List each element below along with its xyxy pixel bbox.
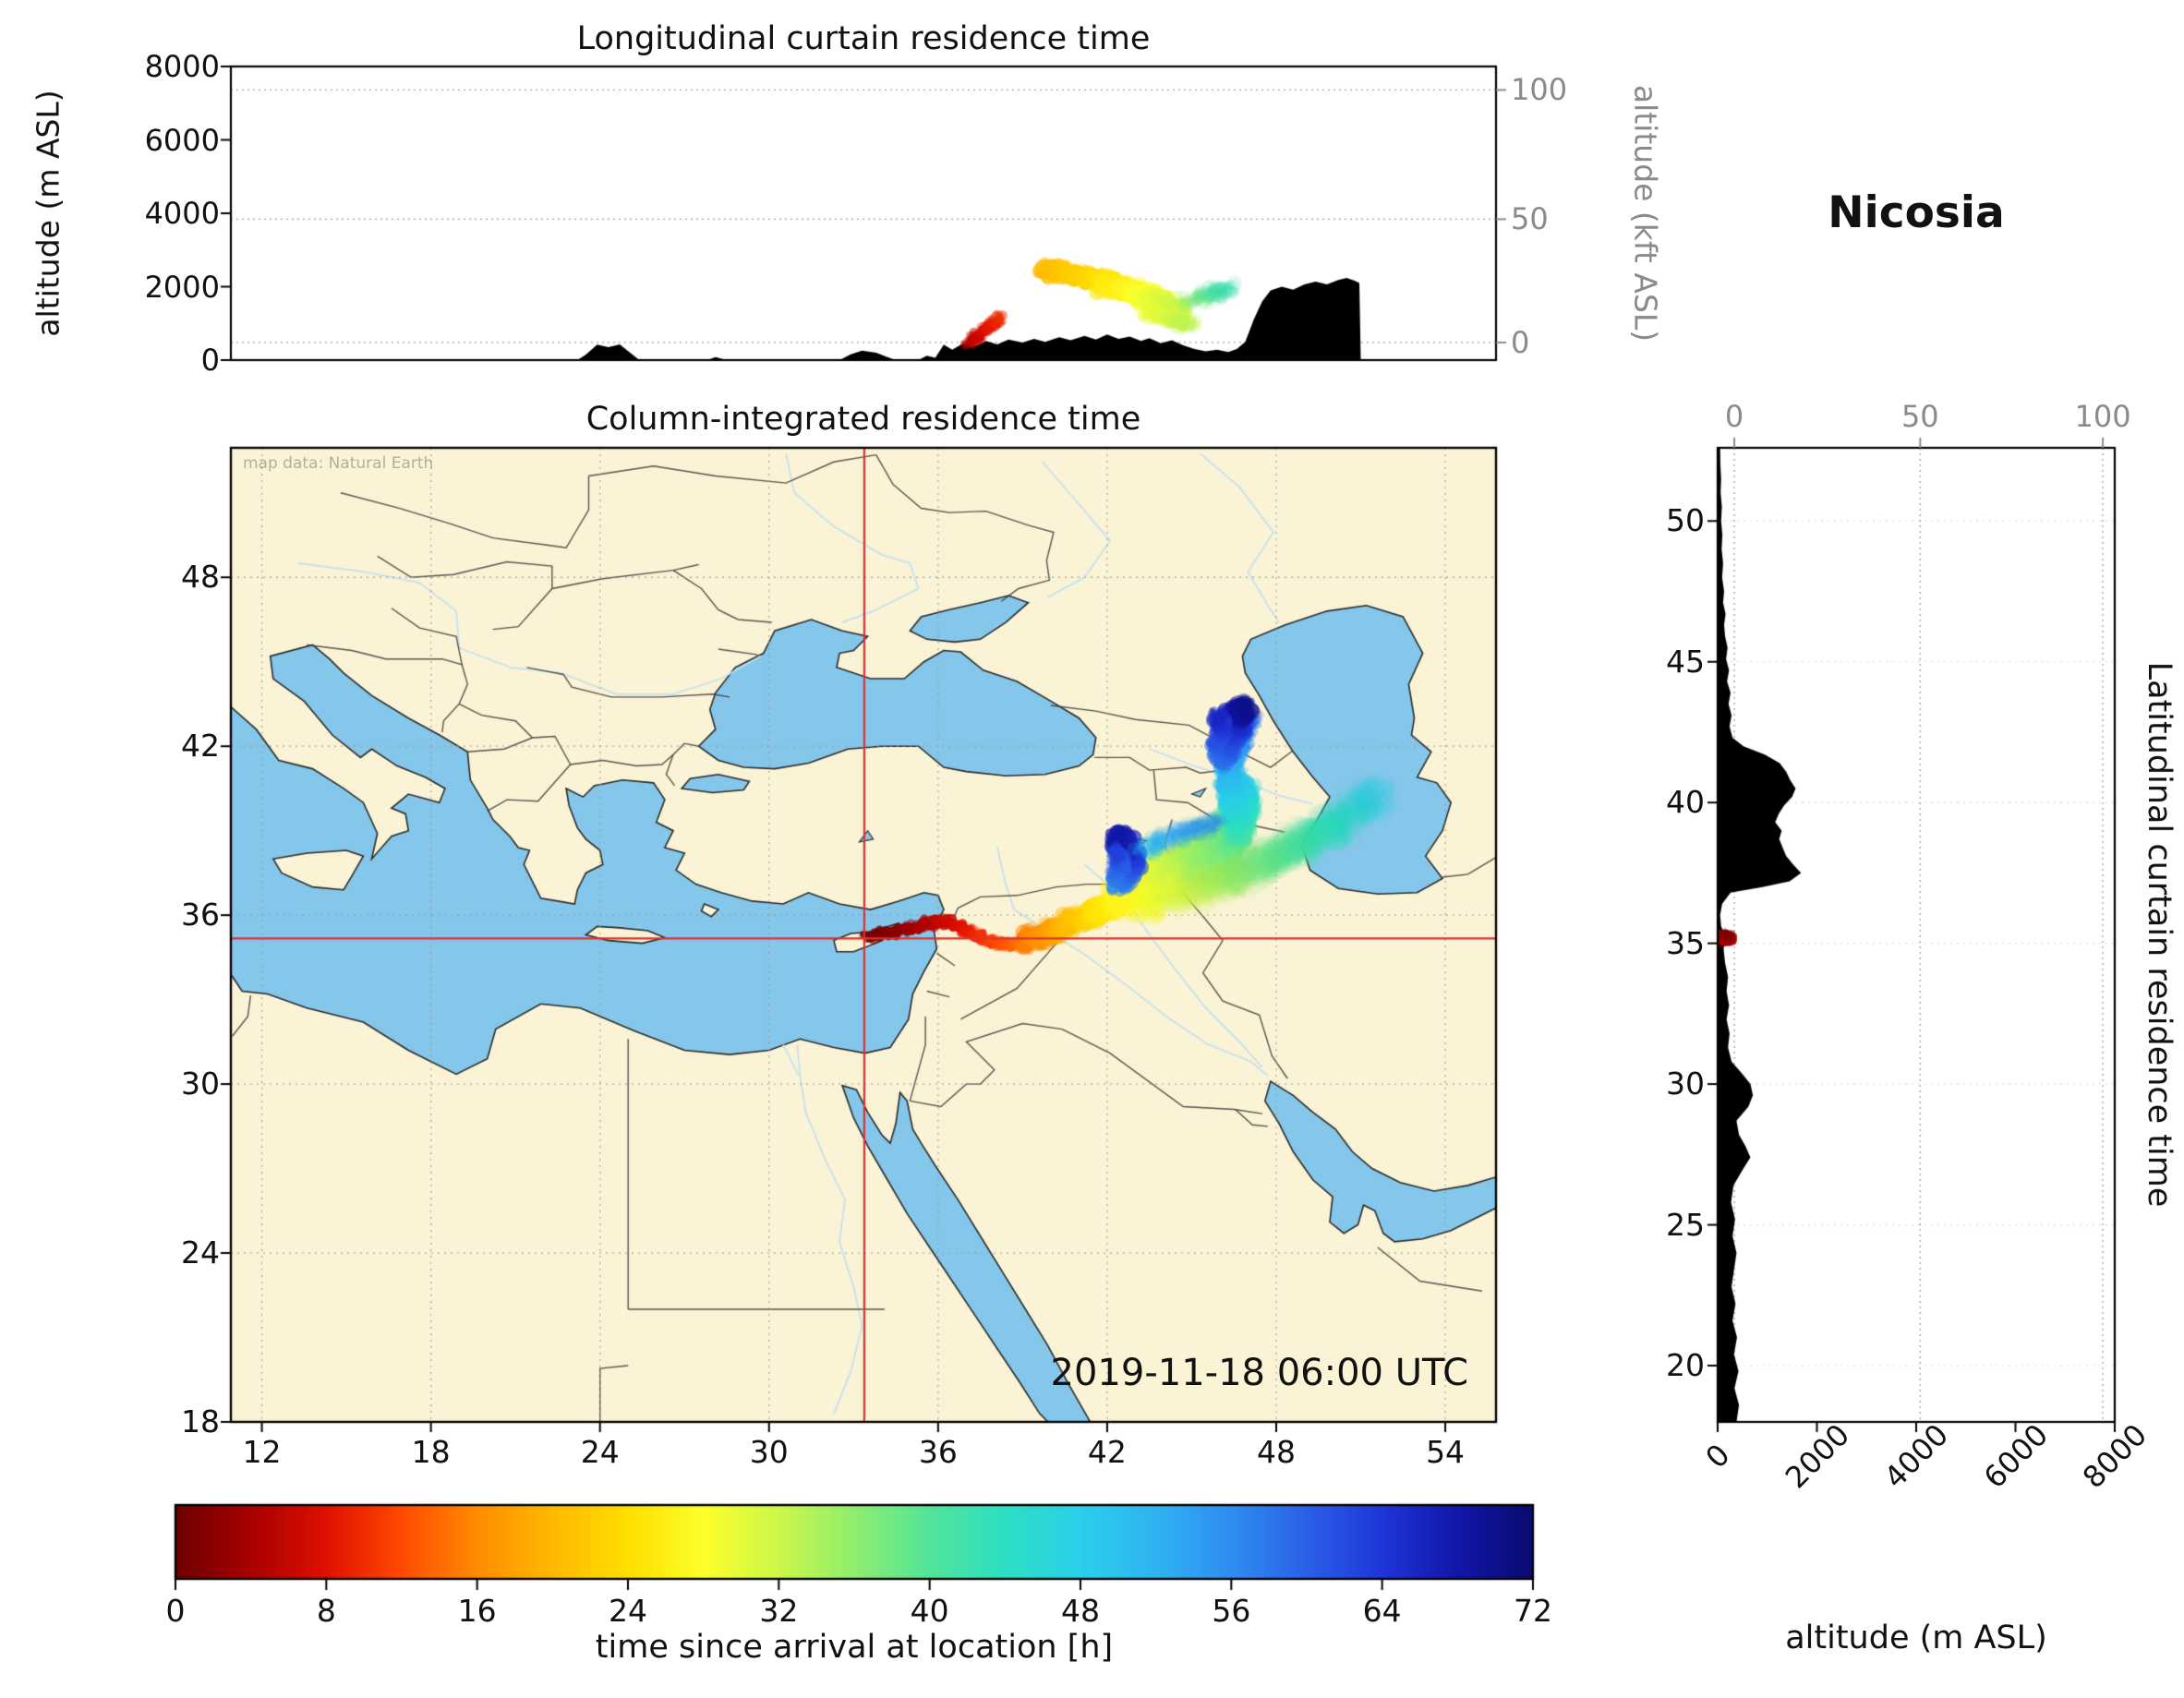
tick-label: 20 xyxy=(1666,1347,1705,1384)
tick-label: 36 xyxy=(918,1434,958,1470)
tick-label: 36 xyxy=(181,897,220,933)
tick-label: 56 xyxy=(1212,1593,1251,1629)
tick-label: 4000 xyxy=(144,196,220,231)
tick-label: 100 xyxy=(2074,399,2131,434)
tick-label: 24 xyxy=(609,1593,647,1629)
tick-label: 8 xyxy=(316,1593,336,1629)
tick-label: 24 xyxy=(580,1434,620,1470)
tick-label: 45 xyxy=(1666,643,1705,680)
longitudinal-panel-title: Longitudinal curtain residence time xyxy=(576,20,1151,57)
tick-label: 30 xyxy=(181,1066,220,1102)
tick-label: 64 xyxy=(1362,1593,1402,1629)
tick-label: 50 xyxy=(1511,201,1549,237)
map-panel-title: Column-integrated residence time xyxy=(585,401,1141,438)
colorbar-label: time since arrival at location [h] xyxy=(595,1629,1114,1666)
tick-label: 48 xyxy=(1257,1434,1296,1470)
tick-label: 30 xyxy=(749,1434,789,1470)
tick-label: 18 xyxy=(411,1434,451,1470)
tick-label: 6000 xyxy=(144,122,220,158)
tick-label: 24 xyxy=(181,1234,220,1271)
tick-label: 0 xyxy=(1724,399,1744,434)
tick-label: 0 xyxy=(200,343,220,378)
tick-label: 0 xyxy=(165,1593,186,1629)
tick-label: 50 xyxy=(1900,399,1939,434)
latitudinal-panel-title: Latitudinal curtain residence time xyxy=(2141,661,2178,1208)
tick-label: 100 xyxy=(1511,72,1568,108)
tick-label: 48 xyxy=(1061,1593,1100,1629)
tick-label: 18 xyxy=(181,1403,220,1439)
latitudinal-xlabel: altitude (m ASL) xyxy=(1785,1620,2047,1656)
tick-label: 30 xyxy=(1666,1066,1705,1102)
map-timestamp: 2019-11-18 06:00 UTC xyxy=(1050,1352,1468,1394)
tick-label: 42 xyxy=(1087,1434,1127,1470)
tick-label: 0 xyxy=(1511,324,1530,360)
tick-label: 25 xyxy=(1666,1206,1705,1243)
longitudinal-right-ylabel: altitude (kft ASL) xyxy=(1627,84,1664,343)
tick-label: 40 xyxy=(910,1593,949,1629)
tick-label: 2000 xyxy=(144,269,220,305)
tick-label: 32 xyxy=(759,1593,799,1629)
tick-label: 72 xyxy=(1514,1593,1552,1629)
tick-label: 8000 xyxy=(144,49,220,84)
tick-label: 42 xyxy=(181,728,220,765)
tick-label: 40 xyxy=(1666,784,1705,821)
tick-label: 16 xyxy=(457,1593,497,1629)
station-title: Nicosia xyxy=(1828,187,2005,238)
tick-label: 35 xyxy=(1666,924,1705,961)
tick-label: 12 xyxy=(242,1434,282,1470)
map-attribution: map data: Natural Earth xyxy=(243,454,434,473)
tick-label: 50 xyxy=(1666,502,1705,539)
longitudinal-ylabel: altitude (m ASL) xyxy=(30,90,66,337)
tick-label: 48 xyxy=(181,559,220,596)
tick-label: 54 xyxy=(1426,1434,1466,1470)
